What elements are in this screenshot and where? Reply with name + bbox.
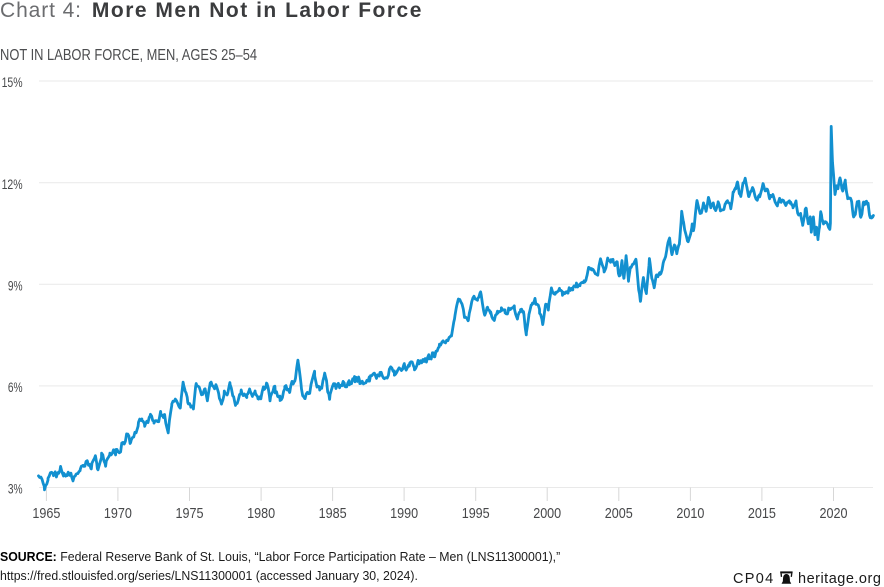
svg-text:9%: 9%	[8, 278, 23, 294]
svg-text:15%: 15%	[2, 74, 23, 90]
svg-text:6%: 6%	[8, 379, 23, 395]
svg-text:1985: 1985	[319, 505, 347, 522]
svg-text:2000: 2000	[533, 505, 561, 522]
svg-text:2010: 2010	[676, 505, 704, 522]
svg-text:1980: 1980	[247, 505, 275, 522]
svg-text:1975: 1975	[176, 505, 204, 522]
svg-text:1990: 1990	[390, 505, 418, 522]
svg-text:2015: 2015	[748, 505, 776, 522]
svg-text:3%: 3%	[8, 481, 23, 497]
svg-text:2020: 2020	[820, 505, 848, 522]
svg-text:12%: 12%	[2, 176, 23, 192]
svg-text:1965: 1965	[32, 505, 60, 522]
svg-text:2005: 2005	[605, 505, 633, 522]
svg-text:1970: 1970	[104, 505, 132, 522]
svg-text:1995: 1995	[462, 505, 490, 522]
